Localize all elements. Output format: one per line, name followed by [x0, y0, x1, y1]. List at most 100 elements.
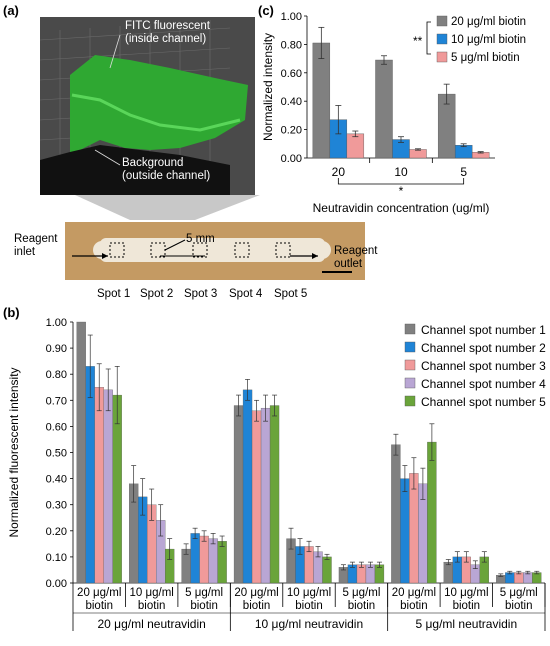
b-bar — [452, 556, 462, 584]
b-bar — [338, 567, 349, 584]
b-bar — [418, 483, 428, 584]
b-bar — [304, 546, 314, 584]
b-bar — [76, 321, 86, 584]
b-bar — [147, 504, 157, 584]
b-bar — [514, 572, 524, 584]
b-bar — [400, 478, 410, 584]
b-bar — [251, 410, 262, 584]
b-x-tick-label: 5 μg/ml — [342, 587, 380, 599]
b-bar — [356, 564, 367, 584]
b-x-tick-label: 20 μg/ml — [392, 587, 436, 599]
b-bar — [374, 564, 385, 584]
b-bar — [286, 538, 296, 584]
b-legend-swatch — [404, 395, 416, 407]
zoom-funnel — [75, 195, 260, 220]
b-x-tick-label: 10 μg/ml — [129, 587, 173, 599]
b-bar — [479, 556, 489, 584]
spot-label-2: Spot 2 — [140, 288, 174, 300]
b-bar — [461, 556, 471, 584]
b-y-tick-label: 0.50 — [46, 448, 67, 460]
b-bar — [217, 541, 227, 584]
b-bar — [409, 473, 419, 584]
b-y-tick-label: 0.30 — [46, 500, 67, 512]
b-bar — [190, 533, 200, 584]
b-bar — [94, 387, 104, 584]
b-bar — [443, 561, 453, 584]
b-x-tick-label: 10 μg/ml — [444, 587, 488, 599]
b-bar — [260, 407, 271, 584]
b-x-tick-label: biotin — [138, 600, 166, 612]
b-y-tick-label: 0.60 — [46, 421, 67, 433]
reagent-outlet-label: Reagent outlet — [334, 245, 378, 270]
b-legend-label: Channel spot number 5 — [421, 395, 546, 409]
b-legend-label: Channel spot number 2 — [421, 341, 546, 355]
b-bar — [269, 405, 280, 584]
b-bar — [313, 551, 323, 584]
b-x-tick-label: biotin — [85, 600, 113, 612]
b-legend-label: Channel spot number 1 — [421, 323, 546, 337]
scale-pointer — [164, 239, 186, 251]
b-legend-swatch — [404, 359, 416, 371]
b-x-tick-label: biotin — [295, 600, 323, 612]
b-x-tick-label: 20 μg/ml — [77, 587, 121, 599]
b-bar — [322, 556, 332, 584]
b-bar — [181, 548, 191, 584]
b-bar — [470, 564, 480, 584]
panel-label-a: (a) — [3, 3, 19, 18]
b-bar — [295, 546, 305, 584]
b-group-label: 10 μg/ml neutravidin — [255, 617, 363, 631]
b-legend-swatch — [404, 377, 416, 389]
b-bar — [165, 548, 175, 584]
b-group-label: 20 μg/ml neutravidin — [98, 617, 206, 631]
b-x-tick-label: 5 μg/ml — [185, 587, 223, 599]
b-x-tick-label: 5 μg/ml — [500, 587, 538, 599]
b-y-axis-title: Normalized fluorescent intensity — [7, 367, 21, 537]
b-bar — [505, 572, 515, 584]
spot-label-5: Spot 5 — [274, 288, 308, 300]
b-x-tick-label: 10 μg/ml — [287, 587, 331, 599]
b-y-tick-label: 0.40 — [46, 474, 67, 486]
b-bar — [523, 572, 533, 584]
b-legend-swatch — [404, 341, 416, 353]
b-x-tick-label: biotin — [190, 600, 218, 612]
b-bar — [496, 575, 506, 584]
fitc-label: FITC fluorescent (inside channel) — [125, 20, 210, 45]
fluorescence-surface-image — [39, 17, 365, 280]
background-label: Background (outside channel) — [122, 157, 211, 182]
spot-label-3: Spot 3 — [184, 288, 218, 300]
b-y-tick-label: 0.70 — [46, 395, 67, 407]
b-bar — [129, 483, 139, 584]
b-bar — [365, 564, 376, 584]
spot-label-4: Spot 4 — [229, 288, 263, 300]
b-bar — [347, 564, 358, 584]
b-x-tick-label: biotin — [453, 600, 481, 612]
b-bar — [85, 366, 95, 584]
b-y-tick-label: 0.80 — [46, 369, 67, 381]
b-bar — [103, 389, 113, 584]
b-bar — [138, 496, 148, 584]
b-bar — [112, 394, 122, 584]
b-legend-label: Channel spot number 3 — [421, 359, 546, 373]
b-bar — [199, 535, 209, 584]
panel-label-c: (c) — [258, 3, 274, 18]
b-bar — [233, 405, 244, 584]
b-x-tick-label: 20 μg/ml — [234, 587, 278, 599]
b-group-label: 5 μg/ml neutravidin — [416, 617, 518, 631]
scale-label: 5 mm — [186, 233, 215, 245]
b-bar — [391, 444, 401, 584]
b-x-tick-label: biotin — [505, 600, 533, 612]
b-y-tick-label: 0.90 — [46, 343, 67, 355]
b-bar — [427, 441, 437, 584]
b-bar — [532, 572, 542, 584]
b-legend-swatch — [404, 323, 416, 335]
b-y-tick-label: 0.20 — [46, 526, 67, 538]
b-x-tick-label: biotin — [243, 600, 271, 612]
b-x-tick-label: biotin — [400, 600, 428, 612]
b-legend-label: Channel spot number 4 — [421, 377, 546, 391]
b-y-tick-label: 0.00 — [46, 578, 67, 590]
reagent-inlet-label: Reagent inlet — [14, 233, 58, 258]
panel-label-b: (b) — [3, 305, 20, 320]
b-bar — [242, 389, 253, 584]
b-bar — [208, 538, 218, 584]
b-bar — [156, 520, 166, 584]
